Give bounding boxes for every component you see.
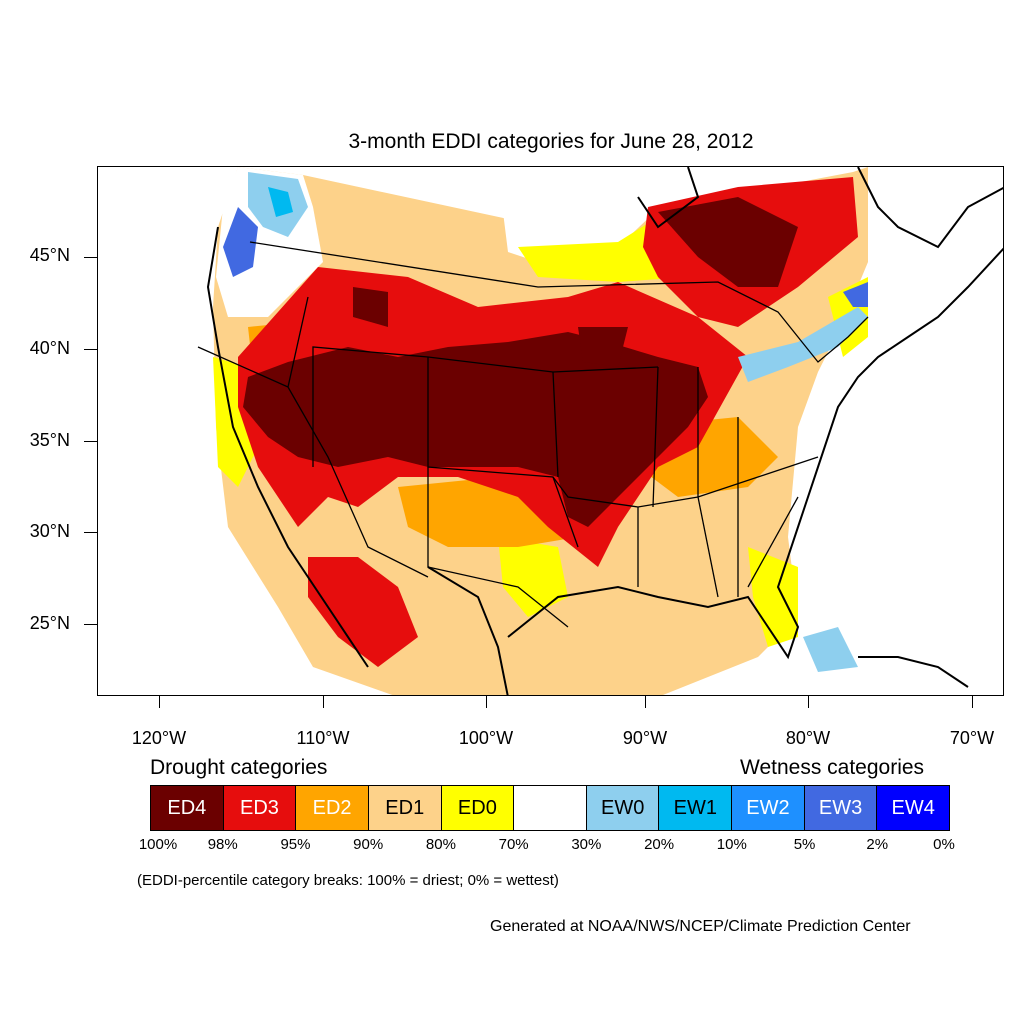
lon-label-110: 110°W [296,728,350,748]
map-panel [97,166,1004,696]
lon-tick-80 [808,696,809,708]
drought-categories-heading: Drought categories [150,756,328,779]
lon-label-80: 80°W [785,728,831,748]
lon-tick-120 [159,696,160,708]
percentile-break-label: 5% [793,836,816,853]
legend-swatch-ed4: ED4 [151,786,224,830]
lat-label-25: 25°N [29,613,70,633]
lat-tick-40 [84,349,97,350]
percentile-break-label: 90% [353,836,384,853]
lon-label-70: 70°W [949,728,995,748]
legend-swatch-ed0: ED0 [441,786,515,830]
extreme-drought-core [243,332,708,527]
lat-tick-45 [84,257,97,258]
percentile-break-label: 10% [716,836,747,853]
percentile-break-label: 70% [498,836,529,853]
lat-label-35: 35°N [29,430,70,450]
percentile-break-label: 20% [644,836,675,853]
legend-swatch-ed1: ED1 [368,786,442,830]
legend-swatch-ew3: EW3 [804,786,878,830]
percentile-break-label: 80% [425,836,456,853]
lon-tick-100 [486,696,487,708]
category-breaks-note: (EDDI-percentile category breaks: 100% =… [137,872,559,889]
lon-tick-70 [972,696,973,708]
lat-label-45: 45°N [29,245,70,265]
percentile-break-label: 30% [571,836,602,853]
coastlines [206,167,1003,695]
lon-tick-90 [645,696,646,708]
legend-swatch-ew2: EW2 [732,786,805,830]
category-legend: ED4 ED3 ED2 ED1 ED0 EW0 EW1 EW2 EW3 EW4 [150,785,950,831]
lon-tick-110 [323,696,324,708]
percentile-break-label: 95% [280,836,311,853]
legend-swatch-ew4: EW4 [877,786,950,830]
legend-swatch-ew1: EW1 [659,786,733,830]
lon-label-90: 90°W [622,728,668,748]
lat-label-40: 40°N [29,338,70,358]
state-borders [197,241,869,628]
map-title: 3-month EDDI categories for June 28, 201… [348,130,754,153]
legend-swatch-neutral [514,786,587,830]
percentile-break-label: 2% [866,836,889,853]
legend-swatch-ed3: ED3 [223,786,297,830]
percentile-break-label: 98% [207,836,238,853]
eddi-map [197,167,1003,695]
lon-label-100: 100°W [458,728,514,748]
lat-tick-35 [84,441,97,442]
legend-swatch-ed2: ED2 [296,786,369,830]
lat-tick-30 [84,532,97,533]
percentile-break-label: 100% [138,836,178,853]
lon-label-120: 120°W [131,728,187,748]
legend-swatch-ew0: EW0 [586,786,660,830]
lat-label-30: 30°N [29,521,70,541]
credit-line: Generated at NOAA/NWS/NCEP/Climate Predi… [490,918,911,935]
percentile-break-label: 0% [933,836,955,853]
wetness-categories-heading: Wetness categories [740,756,925,779]
lat-tick-25 [84,624,97,625]
